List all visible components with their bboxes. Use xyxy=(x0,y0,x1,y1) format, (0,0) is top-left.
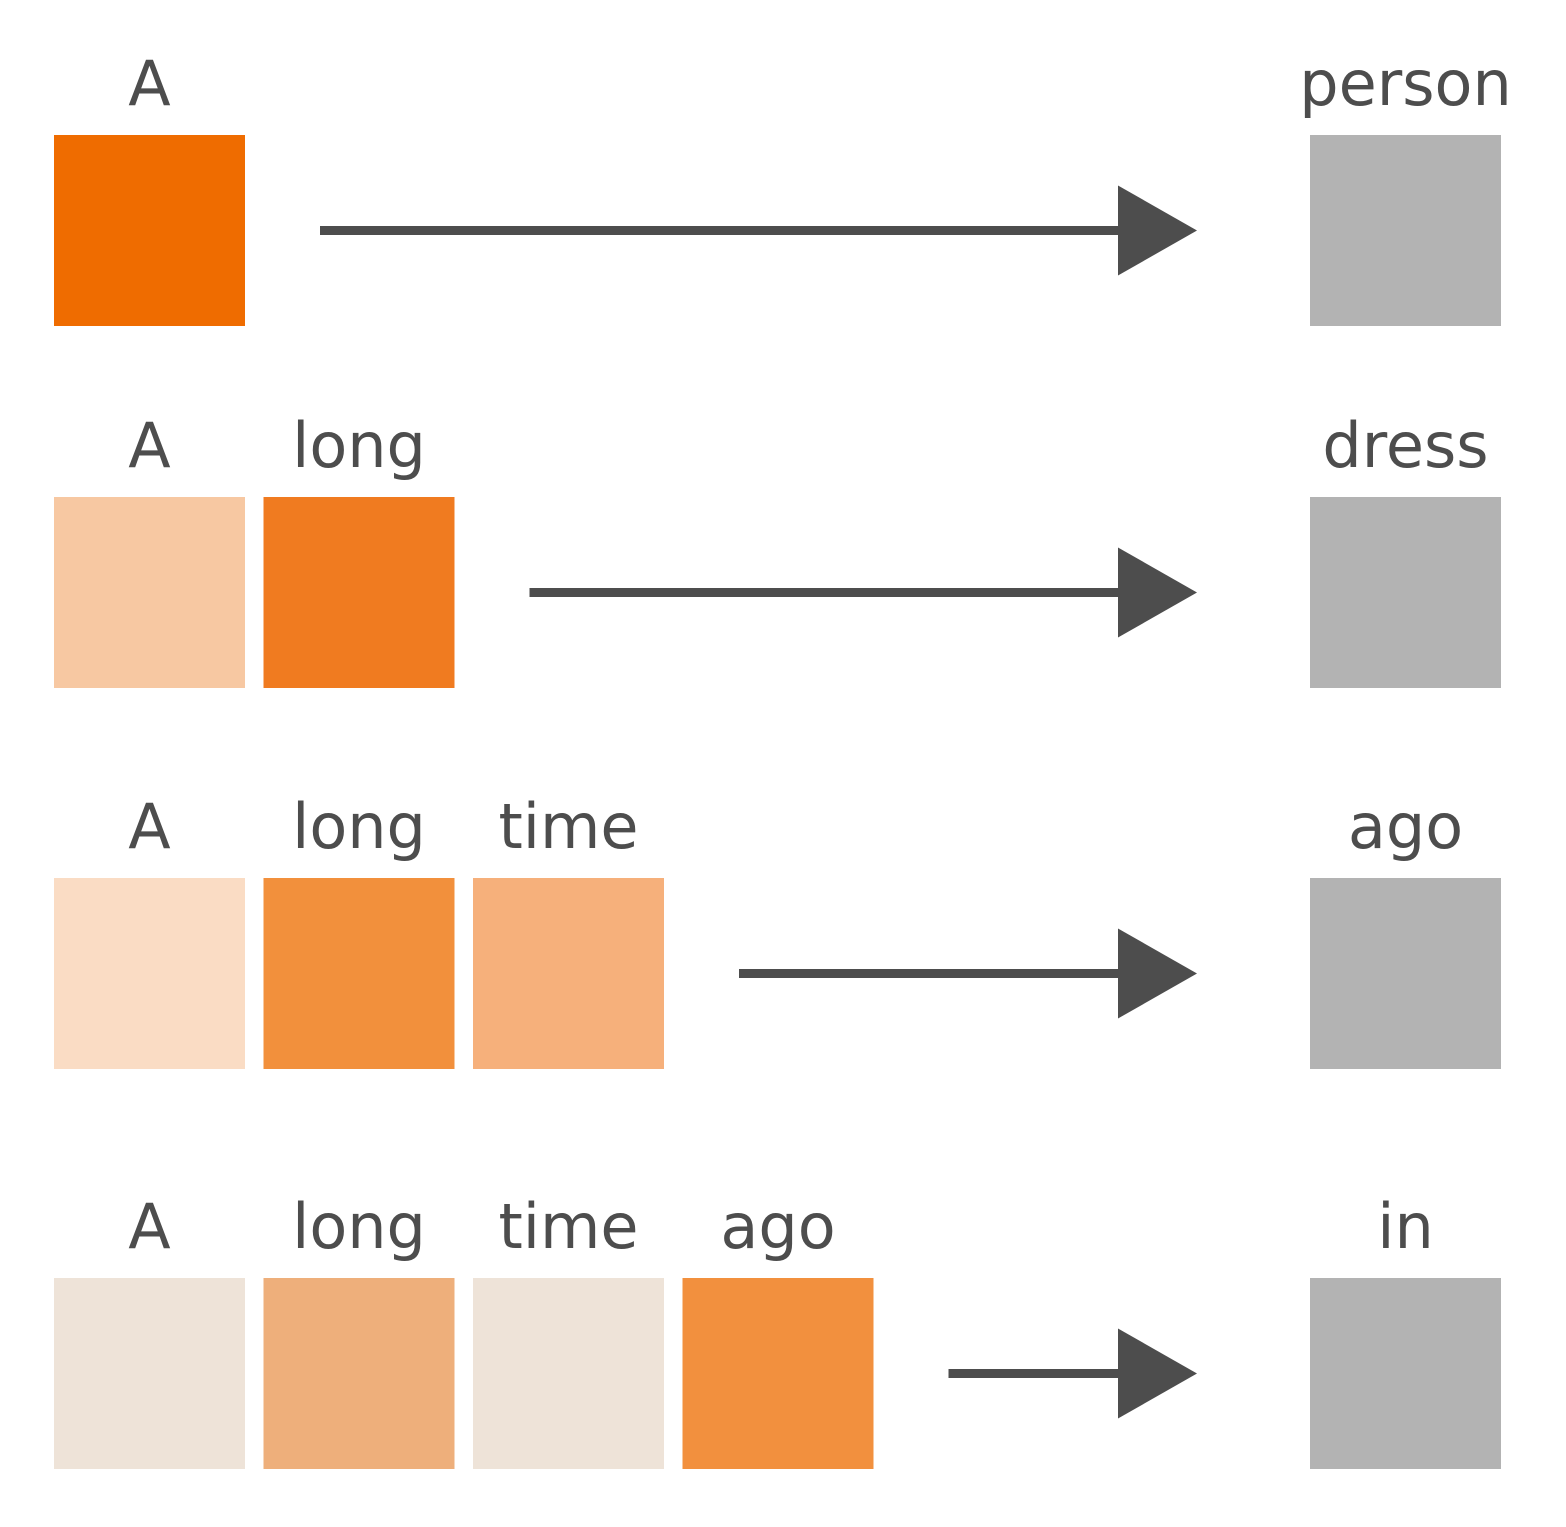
prediction-label: ago xyxy=(1348,790,1463,863)
arrow xyxy=(739,928,1197,1019)
token-box xyxy=(54,878,245,1069)
token-box xyxy=(263,497,455,688)
arrow-head xyxy=(1118,1328,1197,1419)
token-label: long xyxy=(292,790,426,863)
prediction-label: dress xyxy=(1322,409,1488,482)
arrow xyxy=(529,547,1197,638)
token-box xyxy=(54,1278,245,1469)
token-box xyxy=(263,1278,455,1469)
arrow-head xyxy=(1118,185,1197,276)
token-box xyxy=(54,135,245,326)
token-label: A xyxy=(128,1190,170,1263)
token-label: A xyxy=(128,790,170,863)
token-box xyxy=(473,878,664,1069)
token-label: long xyxy=(292,1190,426,1263)
token-label: A xyxy=(128,409,170,482)
token-label: ago xyxy=(720,1190,835,1263)
token-box xyxy=(263,878,455,1069)
prediction-label: person xyxy=(1299,47,1512,120)
arrow-head xyxy=(1118,547,1197,638)
token-label: time xyxy=(498,790,638,863)
prediction-box xyxy=(1310,1278,1501,1469)
token-box xyxy=(682,1278,874,1469)
token-label: long xyxy=(292,409,426,482)
arrow xyxy=(320,185,1197,276)
token-label: time xyxy=(498,1190,638,1263)
arrow xyxy=(948,1328,1197,1419)
prediction-box xyxy=(1310,497,1501,688)
token-box xyxy=(473,1278,664,1469)
arrow-head xyxy=(1118,928,1197,1019)
prediction-box xyxy=(1310,878,1501,1069)
prediction-label: in xyxy=(1377,1190,1434,1263)
token-box xyxy=(54,497,245,688)
token-label: A xyxy=(128,47,170,120)
prediction-box xyxy=(1310,135,1501,326)
